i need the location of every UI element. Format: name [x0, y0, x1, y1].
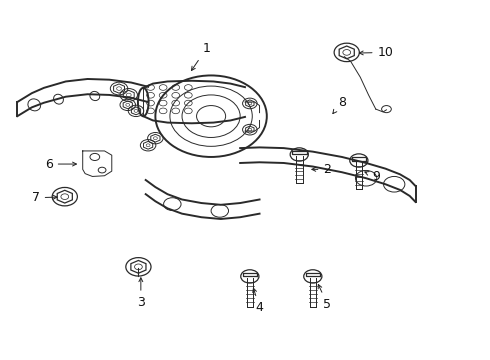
Text: 8: 8 — [333, 95, 346, 113]
Text: 5: 5 — [318, 284, 331, 311]
Text: 4: 4 — [253, 288, 264, 314]
Text: 1: 1 — [192, 42, 210, 71]
Text: 3: 3 — [137, 278, 145, 309]
Text: 10: 10 — [359, 46, 393, 59]
Text: 6: 6 — [45, 158, 76, 171]
Text: 2: 2 — [312, 163, 331, 176]
Text: 7: 7 — [32, 191, 57, 204]
Text: 9: 9 — [365, 170, 380, 183]
